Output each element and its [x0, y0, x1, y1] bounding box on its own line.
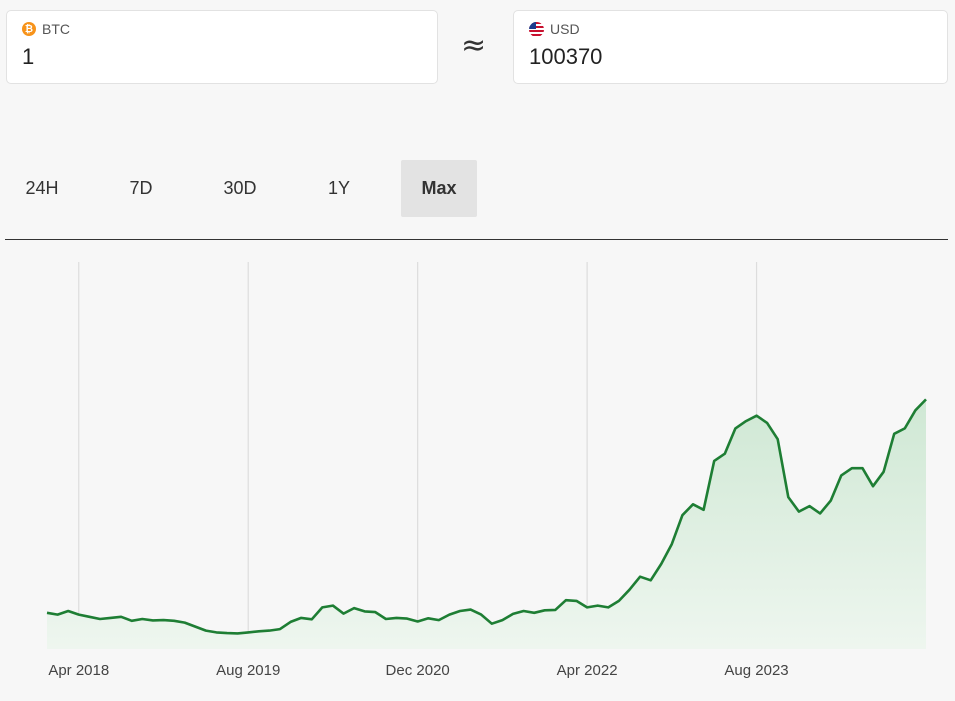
- x-tick-label: Aug 2023: [724, 662, 788, 679]
- to-amount-input[interactable]: [529, 44, 929, 70]
- tab-30d[interactable]: 30D: [223, 178, 257, 198]
- time-range-tabs: 24H 7D 30D 1Y Max: [0, 160, 955, 218]
- tabs-divider: [5, 239, 948, 240]
- to-currency-selector[interactable]: USD: [529, 21, 580, 37]
- to-currency-box[interactable]: USD: [513, 10, 948, 84]
- from-currency-selector[interactable]: ₿ BTC: [22, 21, 70, 37]
- x-tick-label: Aug 2019: [216, 662, 280, 679]
- x-tick-label: Apr 2018: [48, 662, 109, 679]
- price-chart[interactable]: Apr 2018 Aug 2019 Dec 2020 Apr 2022 Aug 2023: [0, 250, 955, 701]
- x-tick-label: Apr 2022: [557, 662, 618, 679]
- x-axis-ticks: Apr 2018 Aug 2019 Dec 2020 Apr 2022 Aug 2023: [48, 662, 788, 679]
- from-amount-input[interactable]: [22, 44, 422, 70]
- tab-1y[interactable]: 1Y: [327, 178, 351, 198]
- price-line: [46, 398, 927, 635]
- tab-max[interactable]: Max: [401, 160, 477, 217]
- from-currency-code: BTC: [42, 21, 70, 37]
- from-currency-box[interactable]: ₿ BTC: [6, 10, 438, 84]
- x-tick-label: Dec 2020: [386, 662, 450, 679]
- currency-converter: ₿ BTC ≈ USD: [6, 10, 948, 86]
- to-currency-code: USD: [550, 21, 580, 37]
- bitcoin-icon: ₿: [22, 22, 36, 36]
- approx-equal-icon: ≈: [461, 28, 487, 63]
- tab-7d[interactable]: 7D: [129, 178, 153, 198]
- price-area-fill: [47, 399, 926, 649]
- tab-24h[interactable]: 24H: [25, 178, 59, 198]
- us-flag-icon: [529, 21, 544, 37]
